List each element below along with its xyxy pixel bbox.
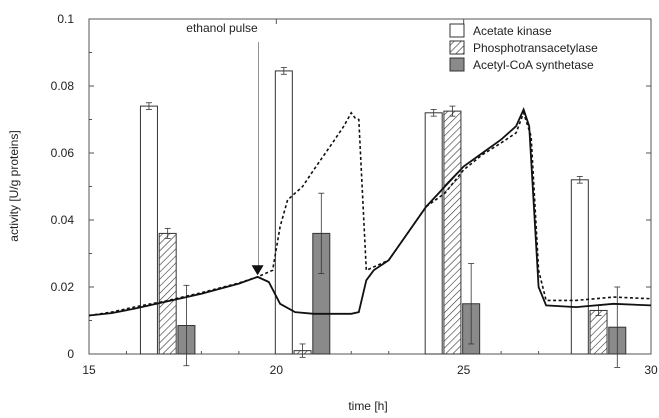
y-tick-label: 0.1: [57, 12, 74, 26]
legend: Acetate kinase Phosphotransacetylase Acety…: [449, 23, 598, 72]
acetate-kinase-bar: [570, 179, 589, 355]
y-tick-label: 0.08: [51, 79, 75, 93]
legend-swatch-phosphotransacetylase: [449, 40, 465, 55]
x-tick-label: 15: [82, 363, 96, 377]
y-tick-label: 0.06: [51, 146, 75, 160]
y-tick-label: 0.02: [51, 280, 75, 294]
legend-label-acetyl-coa-synthetase: Acetyl-CoA synthetase: [473, 58, 594, 72]
legend-label-phosphotransacetylase: Phosphotransacetylase: [473, 41, 598, 55]
x-tick-label: 30: [644, 363, 658, 377]
ethanol-pulse-annotation: ethanol pulse: [186, 21, 258, 35]
plot-area: 0 0.02 0.04 0.06 0.08 0.1 15 20 25 30: [51, 12, 658, 377]
acetate-kinase-bar: [424, 112, 443, 355]
y-tick-label: 0.04: [51, 213, 75, 227]
x-tick-label: 25: [457, 363, 471, 377]
phosphotransacetylase-bar: [589, 309, 608, 355]
ethanol-pulse-arrow: [251, 265, 264, 276]
acetate-kinase-bar: [139, 105, 158, 355]
y-tick-label: 0: [67, 347, 74, 361]
dashed-activity-line: [88, 110, 652, 317]
x-tick-label: 20: [270, 363, 284, 377]
phosphotransacetylase-bar: [158, 232, 177, 355]
phosphotransacetylase-bar: [443, 110, 462, 355]
y-axis-label: activity [U/g proteins]: [7, 130, 21, 241]
legend-swatch-acetyl-coa-synthetase: [449, 57, 465, 72]
legend-swatch-acetate-kinase: [449, 23, 465, 38]
legend-label-acetate-kinase: Acetate kinase: [473, 24, 552, 38]
x-axis-label: time [h]: [348, 399, 387, 413]
